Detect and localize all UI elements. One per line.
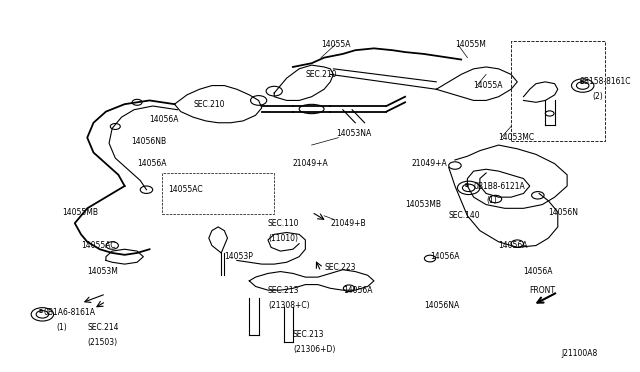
Text: SEC.223: SEC.223 [324, 263, 356, 272]
Text: 14056NB: 14056NB [131, 137, 166, 146]
Text: SEC.110: SEC.110 [268, 219, 300, 228]
Text: 14055M: 14055M [455, 40, 486, 49]
Text: (21503): (21503) [87, 338, 117, 347]
Text: FRONT: FRONT [530, 286, 556, 295]
Text: 0B1B8-6121A: 0B1B8-6121A [474, 182, 525, 190]
Text: SEC.214: SEC.214 [87, 323, 119, 332]
Text: SEC.210: SEC.210 [305, 70, 337, 79]
Text: 14056A: 14056A [137, 159, 166, 168]
Text: 14056N: 14056N [548, 208, 579, 217]
Text: 14056A: 14056A [430, 252, 460, 261]
Text: B: B [465, 183, 469, 188]
Text: 14056A: 14056A [343, 286, 372, 295]
Text: SEC.213: SEC.213 [293, 330, 324, 339]
Text: (1): (1) [56, 323, 67, 332]
Text: 14056A: 14056A [150, 115, 179, 124]
Text: B: B [580, 80, 584, 86]
Text: (21306+D): (21306+D) [293, 345, 335, 354]
Text: (21308+C): (21308+C) [268, 301, 310, 310]
Text: SEC.140: SEC.140 [449, 211, 481, 220]
Text: J21100A8: J21100A8 [561, 349, 597, 358]
Text: 0B1A6-8161A: 0B1A6-8161A [44, 308, 95, 317]
Ellipse shape [299, 105, 324, 114]
Text: (11010): (11010) [268, 234, 298, 243]
Text: 14056A: 14056A [499, 241, 528, 250]
Text: SEC.210: SEC.210 [193, 100, 225, 109]
Circle shape [106, 242, 118, 249]
Text: 14055A: 14055A [474, 81, 503, 90]
Text: B: B [38, 309, 43, 314]
Text: 14055AC: 14055AC [168, 185, 203, 194]
Text: (2): (2) [592, 92, 603, 101]
Text: 0B158-8161C: 0B158-8161C [580, 77, 631, 86]
Text: 21049+B: 21049+B [330, 219, 366, 228]
Text: 14053NA: 14053NA [337, 129, 372, 138]
Text: (1): (1) [486, 196, 497, 205]
Text: 14056A: 14056A [524, 267, 553, 276]
Text: SEC.213: SEC.213 [268, 286, 300, 295]
Circle shape [140, 186, 153, 193]
Text: 21049+A: 21049+A [412, 159, 447, 168]
Text: 14055MB: 14055MB [62, 208, 99, 217]
Text: 14056NA: 14056NA [424, 301, 459, 310]
Text: 14053M: 14053M [87, 267, 118, 276]
Text: 14053MC: 14053MC [499, 133, 534, 142]
Text: 14053P: 14053P [225, 252, 253, 261]
Text: 14053MB: 14053MB [405, 200, 441, 209]
Text: 14055A: 14055A [321, 40, 351, 49]
Text: 21049+A: 21049+A [293, 159, 329, 168]
Text: 14055AC: 14055AC [81, 241, 116, 250]
